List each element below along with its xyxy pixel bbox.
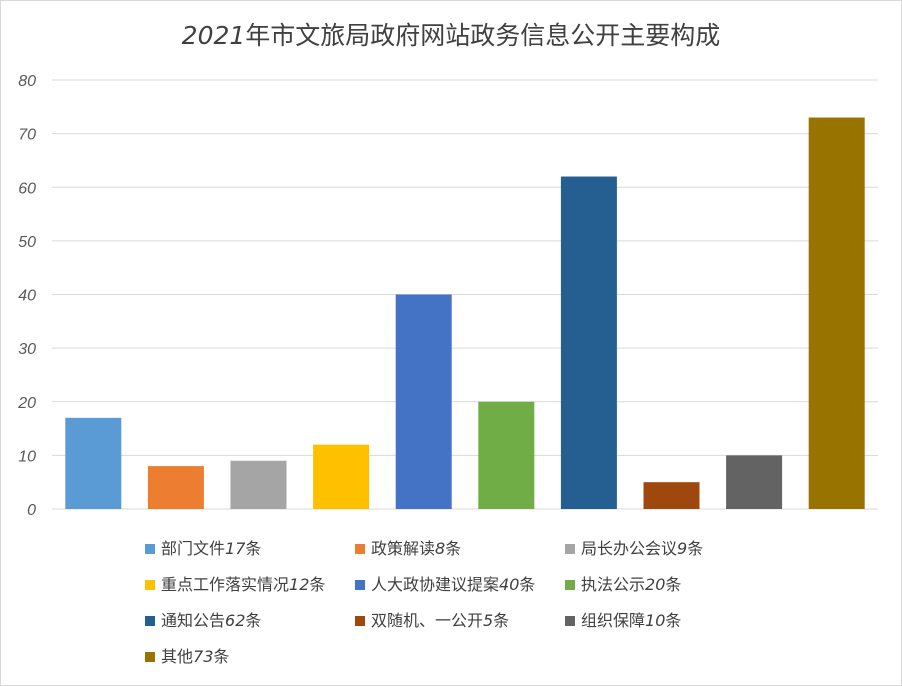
legend-label: 执法公示20条 bbox=[581, 575, 682, 594]
legend-swatch bbox=[355, 615, 365, 626]
legend-label: 局长办公会议9条 bbox=[581, 539, 704, 558]
legend-swatch bbox=[565, 615, 575, 626]
legend-item: 双随机、一公开5条 bbox=[355, 610, 509, 632]
y-tick-label: 70 bbox=[18, 127, 36, 144]
legend-label: 政策解读8条 bbox=[371, 539, 462, 558]
y-tick-label: 30 bbox=[18, 341, 36, 358]
legend-label: 组织保障10条 bbox=[581, 611, 682, 630]
legend-swatch bbox=[355, 579, 365, 590]
legend-item: 通知公告62条 bbox=[145, 610, 261, 632]
legend-label: 人大政协建议提案40条 bbox=[371, 575, 536, 594]
legend-item: 局长办公会议9条 bbox=[565, 538, 703, 560]
legend-label: 双随机、一公开5条 bbox=[371, 611, 510, 630]
legend-swatch bbox=[145, 543, 155, 554]
bar-5 bbox=[478, 401, 535, 509]
bar-1 bbox=[147, 466, 204, 509]
y-tick-label: 20 bbox=[17, 395, 36, 412]
chart-title: 2021年市文旅局政府网站政务信息公开主要构成 bbox=[0, 16, 902, 52]
bar-2 bbox=[230, 460, 287, 509]
bar-6 bbox=[560, 176, 617, 509]
bar-7 bbox=[643, 482, 700, 509]
bar-9 bbox=[808, 117, 865, 509]
y-tick-label: 40 bbox=[18, 288, 36, 305]
y-tick-label: 10 bbox=[18, 448, 36, 465]
y-tick-label: 60 bbox=[18, 180, 36, 197]
legend-item: 政策解读8条 bbox=[355, 538, 461, 560]
legend-label: 部门文件17条 bbox=[161, 539, 262, 558]
legend-swatch bbox=[355, 543, 365, 554]
y-tick-label: 80 bbox=[18, 73, 36, 90]
legend-swatch bbox=[565, 543, 575, 554]
y-tick-label: 50 bbox=[18, 234, 36, 251]
bar-0 bbox=[65, 417, 122, 509]
legend-item: 其他73条 bbox=[145, 646, 229, 668]
bar-4 bbox=[395, 294, 452, 509]
legend-item: 组织保障10条 bbox=[565, 610, 681, 632]
chart-title-text: 年市文旅局政府网站政务信息公开主要构成 bbox=[245, 21, 721, 50]
legend-item: 人大政协建议提案40条 bbox=[355, 574, 535, 596]
legend-item: 执法公示20条 bbox=[565, 574, 681, 596]
chart-title-year: 2021 bbox=[181, 21, 246, 50]
legend-label: 其他73条 bbox=[161, 647, 230, 666]
legend-swatch bbox=[145, 615, 155, 626]
legend-item: 部门文件17条 bbox=[145, 538, 261, 560]
legend-label: 通知公告62条 bbox=[161, 611, 262, 630]
legend-swatch bbox=[145, 579, 155, 590]
y-tick-label: 0 bbox=[27, 502, 36, 519]
legend-swatch bbox=[145, 651, 155, 662]
bar-3 bbox=[313, 444, 370, 509]
legend-item: 重点工作落实情况12条 bbox=[145, 574, 325, 596]
legend-label: 重点工作落实情况12条 bbox=[161, 575, 326, 594]
bar-8 bbox=[726, 455, 783, 509]
legend-swatch bbox=[565, 579, 575, 590]
